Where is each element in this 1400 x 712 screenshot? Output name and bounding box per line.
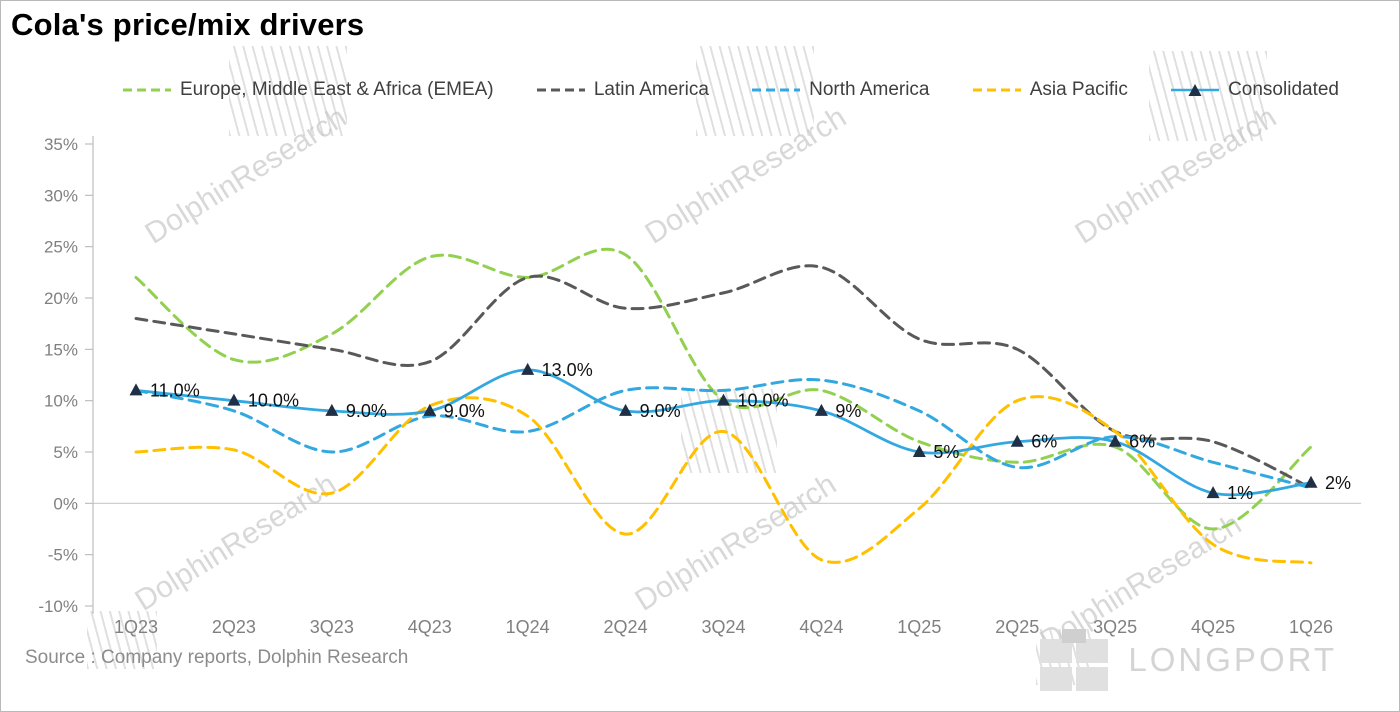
chart-legend: Europe, Middle East & Africa (EMEA) Lati… [123,79,1339,101]
x-tick-label: 1Q25 [897,617,941,637]
consolidated-marker [1206,486,1220,499]
consolidated-marker [521,362,535,375]
consolidated-marker [912,445,926,457]
legend-label-asia-pacific: Asia Pacific [1029,79,1128,100]
data-label: 10.0% [248,391,299,411]
consolidated-marker [325,403,339,416]
longport-logo: LONGPORT [1040,629,1337,691]
legend-label-consolidated: Consolidated [1228,79,1339,100]
data-label: 9.0% [444,401,485,421]
emea-dashed-line-swatch [123,88,171,92]
legend-item-consolidated: Consolidated [1171,79,1339,101]
y-tick-label: 20% [44,289,78,308]
legend-item-emea: Europe, Middle East & Africa (EMEA) [123,79,494,101]
y-tick-label: 10% [44,392,78,411]
latin-america-dashed-line-swatch [536,88,585,92]
data-label: 11.0% [150,380,200,400]
y-tick-label: 35% [44,135,78,154]
x-tick-label: 1Q23 [114,617,158,637]
data-label: 6% [1129,432,1155,452]
consolidated-marker [129,383,143,396]
data-label: 2% [1325,473,1351,493]
consolidated-marker [1304,475,1318,488]
x-tick-label: 3Q24 [701,617,745,637]
data-label: 6% [1031,432,1057,452]
x-tick-label: 4Q25 [1191,617,1235,637]
legend-item-north-america: North America [752,79,930,101]
y-tick-label: 25% [44,238,78,257]
data-label: 9.0% [346,401,387,421]
north-america-dashed-line-swatch [752,88,801,92]
data-label: 10.0% [738,391,789,411]
asia-pacific-dashed-line-swatch [972,88,1021,92]
x-tick-label: 1Q24 [506,617,550,637]
consolidated-marker [1108,434,1122,447]
y-tick-label: 30% [44,186,78,205]
data-label: 1% [1227,483,1253,503]
x-tick-label: 4Q24 [799,617,843,637]
data-label: 5% [933,442,959,462]
legend-label-north-america: North America [809,79,930,100]
x-tick-label: 2Q23 [212,617,256,637]
series-line-asia-pacific [134,395,1313,565]
x-tick-label: 1Q26 [1289,617,1333,637]
longport-logo-icon [1040,629,1109,691]
legend-label-latin-america: Latin America [593,79,709,100]
data-label: 9.0% [640,401,681,421]
legend-item-asia-pacific: Asia Pacific [972,79,1128,101]
y-tick-label: -10% [38,597,78,616]
consolidated-marker [423,403,437,416]
data-label: 9% [835,401,861,421]
x-tick-label: 2Q24 [604,617,648,637]
consolidated-line-marker-swatch [1171,84,1220,96]
x-tick-label: 2Q25 [995,617,1039,637]
consolidated-marker [619,403,633,416]
consolidated-marker [227,393,241,406]
legend-label-emea: Europe, Middle East & Africa (EMEA) [180,79,494,100]
longport-logo-text: LONGPORT [1128,641,1337,678]
y-tick-label: 0% [53,494,78,513]
page-title: Cola's price/mix drivers [11,7,365,42]
consolidated-marker [814,403,828,416]
series-line-latin-america [134,264,1313,490]
legend-item-latin-america: Latin America [536,79,709,101]
consolidated-marker [1010,434,1024,447]
y-tick-label: 5% [53,443,78,462]
x-tick-label: 4Q23 [408,617,452,637]
x-tick-label: 3Q25 [1093,617,1137,637]
data-label: 13.0% [542,360,593,380]
y-tick-label: -5% [48,546,78,565]
y-tick-label: 15% [44,340,78,359]
source-text: Source : Company reports, Dolphin Resear… [25,647,409,668]
x-tick-label: 3Q23 [310,617,354,637]
